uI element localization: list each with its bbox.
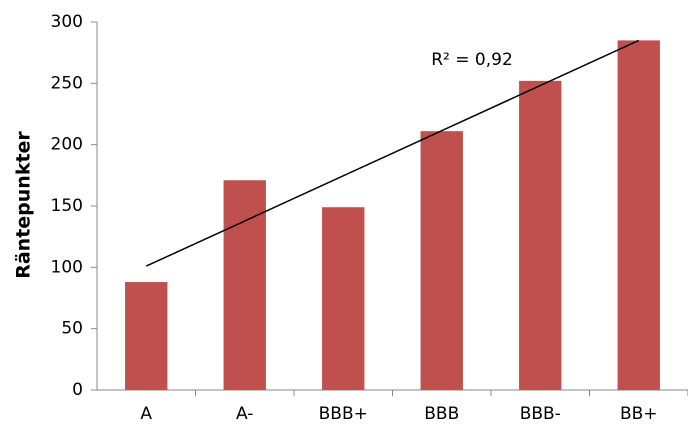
bar (519, 80, 562, 390)
x-tick-label: BBB+ (319, 404, 368, 424)
y-tick-label: 200 (51, 135, 83, 155)
bar (223, 180, 266, 390)
bar (322, 207, 365, 390)
trendline (145, 39, 640, 267)
y-axis-label: Räntepunkter (13, 131, 35, 279)
y-tick-label: 300 (51, 12, 83, 32)
x-tick-label: BBB- (520, 404, 561, 424)
x-tick-label: A- (236, 404, 253, 424)
bar (125, 282, 168, 390)
x-tick-label: A (140, 404, 152, 424)
x-tick-label: BB+ (620, 404, 658, 424)
y-tick-label: 0 (72, 380, 83, 400)
y-tick-label: 50 (61, 319, 83, 339)
y-tick-label: 150 (51, 196, 83, 216)
x-tick-label: BBB (424, 404, 459, 424)
y-tick-label: 100 (51, 257, 83, 277)
bar (420, 131, 463, 390)
bar (617, 40, 660, 391)
y-tick-label: 250 (51, 73, 83, 93)
annotation: R² = 0,92 (431, 50, 513, 70)
